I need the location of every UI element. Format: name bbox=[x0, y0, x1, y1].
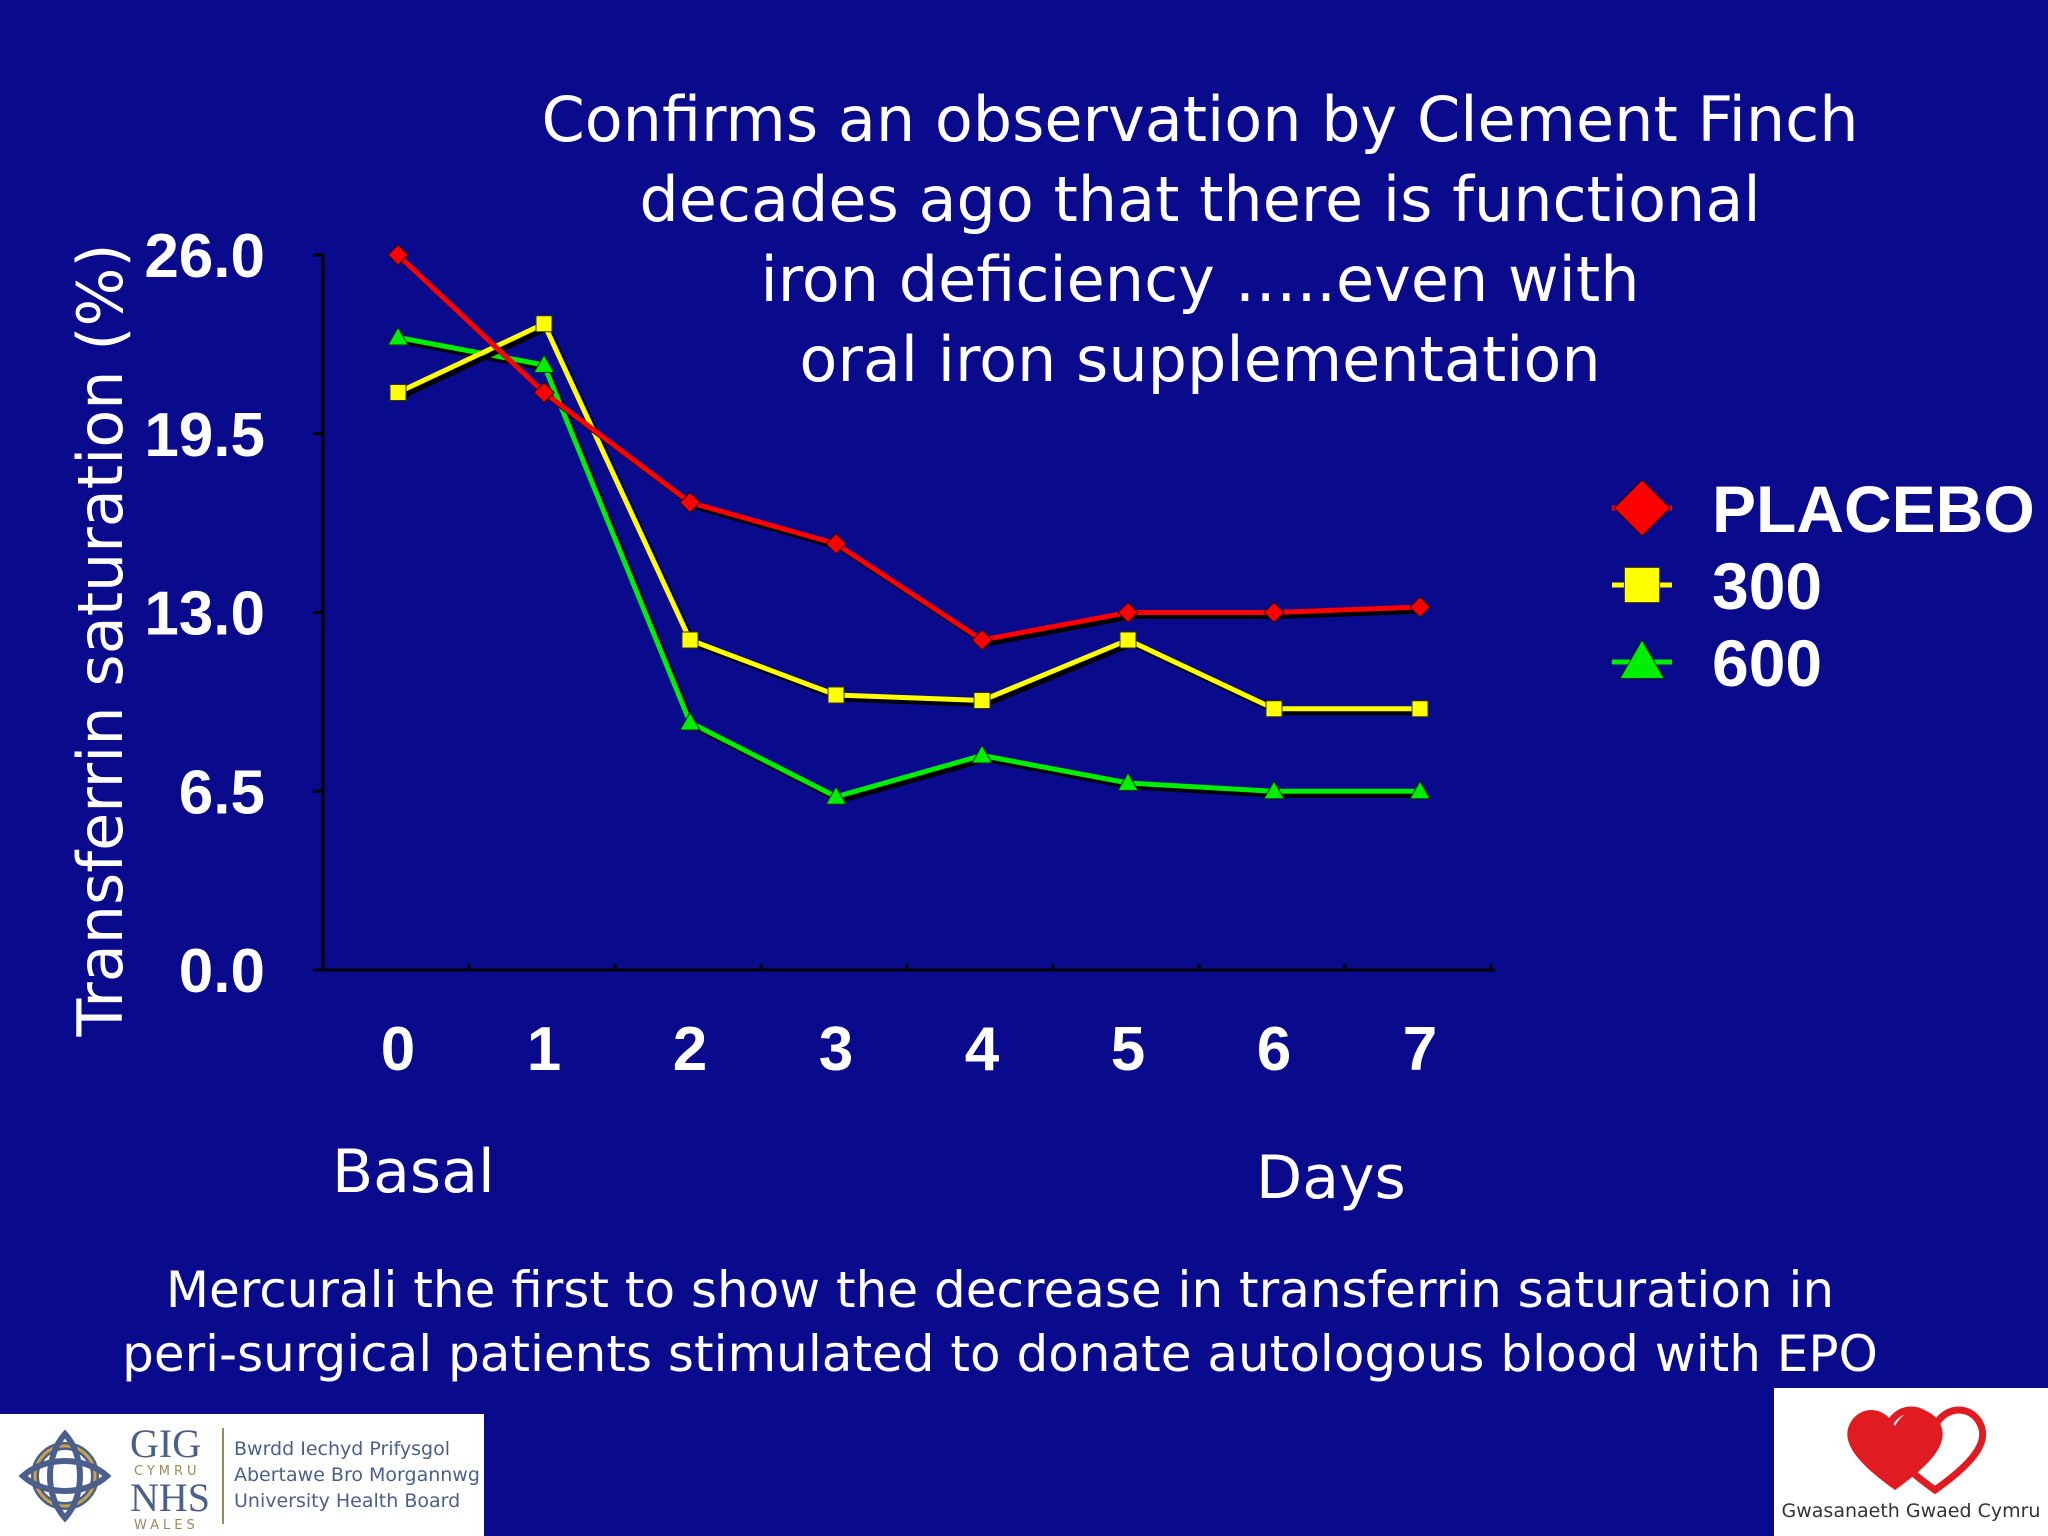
slide-headline: Confirms an observation by Clement Finch… bbox=[460, 80, 1940, 400]
data-point bbox=[825, 785, 847, 805]
data-point bbox=[387, 326, 409, 346]
x-tick-label: 7 bbox=[1403, 1015, 1437, 1084]
data-point bbox=[1117, 601, 1139, 624]
data-point bbox=[1409, 596, 1431, 618]
legend-marker bbox=[1623, 566, 1661, 604]
footnote-line: peri-surgical patients stimulated to don… bbox=[122, 1325, 1878, 1383]
series-600 bbox=[387, 326, 1431, 805]
data-point bbox=[1265, 700, 1283, 718]
legend-item-placebo: PLACEBO bbox=[1612, 472, 2035, 546]
x-tick-label: 6 bbox=[1257, 1015, 1291, 1084]
x-tick-label: 1 bbox=[527, 1015, 561, 1084]
y-axis-label: Transferrin saturation (%) bbox=[64, 243, 137, 1037]
headline-line: iron deficiency …..even with bbox=[760, 243, 1640, 316]
data-point bbox=[1409, 780, 1431, 800]
data-point bbox=[1263, 780, 1285, 800]
footnote-line: Mercurali the first to show the decrease… bbox=[165, 1261, 1835, 1319]
board-line: University Health Board bbox=[234, 1490, 461, 1512]
series-placebo bbox=[387, 244, 1431, 651]
data-point bbox=[1411, 700, 1429, 718]
data-point bbox=[535, 315, 553, 333]
x-tick-label: 4 bbox=[965, 1015, 1000, 1084]
data-point bbox=[1263, 601, 1285, 624]
legend-item-300: 300 bbox=[1612, 549, 1822, 623]
series-300 bbox=[389, 315, 1429, 718]
slide-footnote: Mercurali the first to show the decrease… bbox=[40, 1258, 1960, 1386]
legend-marker bbox=[1613, 479, 1671, 537]
board-line: Bwrdd Iechyd Prifysgol bbox=[234, 1438, 451, 1460]
chart-axes: 0.0 6.5 13.0 19.5 26.0 0 1 2 3 4 5 6 7 bbox=[144, 222, 1495, 1084]
headline-line: decades ago that there is functional bbox=[639, 163, 1761, 236]
x-tick-label: 0 bbox=[381, 1015, 415, 1084]
data-point bbox=[825, 533, 847, 555]
logo-wales-text: WALES bbox=[134, 1518, 199, 1533]
data-point bbox=[679, 491, 701, 514]
series-line-shadow bbox=[401, 339, 1424, 804]
legend-label: 300 bbox=[1712, 549, 1822, 623]
data-point bbox=[1119, 631, 1137, 649]
data-point bbox=[533, 353, 555, 373]
y-tick-label: 0.0 bbox=[179, 937, 265, 1006]
celtic-knot-icon bbox=[18, 1429, 112, 1523]
logo-caption: Gwasanaeth Gwaed Cymru bbox=[1781, 1500, 2041, 1522]
chart-series-layer bbox=[387, 244, 1431, 805]
nhs-wales-logo: GIG CYMRU NHS WALES Bwrdd Iechyd Prifysg… bbox=[0, 1414, 484, 1536]
x-tick-label: 2 bbox=[673, 1015, 707, 1084]
logo-board-name: Bwrdd Iechyd Prifysgol Abertawe Bro Morg… bbox=[234, 1436, 480, 1514]
series-line bbox=[396, 320, 1420, 712]
logo-divider bbox=[222, 1428, 224, 1524]
y-tick-label: 26.0 bbox=[144, 222, 265, 291]
x-tick-label: 5 bbox=[1111, 1015, 1145, 1084]
headline-line: oral iron supplementation bbox=[799, 323, 1601, 396]
series-line bbox=[397, 335, 1420, 800]
y-tick-label: 6.5 bbox=[179, 758, 265, 827]
y-tick-label: 19.5 bbox=[144, 401, 265, 470]
data-point bbox=[827, 686, 845, 704]
series-line-shadow bbox=[400, 257, 1425, 647]
x-sublabel-basal: Basal bbox=[332, 1137, 495, 1207]
board-line: Abertawe Bro Morgannwg bbox=[234, 1464, 480, 1486]
y-tick-label: 13.0 bbox=[144, 580, 265, 649]
logo-gig-text: GIG bbox=[130, 1421, 202, 1466]
data-point bbox=[973, 692, 991, 709]
x-tick-label: 3 bbox=[819, 1015, 853, 1084]
logo-nhs-text: NHS bbox=[130, 1475, 211, 1520]
legend-marker bbox=[1619, 638, 1665, 679]
data-point bbox=[533, 381, 555, 404]
line-chart: 0.0 6.5 13.0 19.5 26.0 0 1 2 3 4 5 6 7 PLACEBO300600… bbox=[64, 222, 2035, 1213]
hearts-icon bbox=[1847, 1406, 1987, 1495]
logo-cymru-text: CYMRU bbox=[134, 1464, 201, 1479]
data-point bbox=[679, 711, 701, 731]
data-point bbox=[971, 629, 993, 651]
headline-line: Confirms an observation by Clement Finch bbox=[541, 83, 1859, 156]
series-line bbox=[396, 253, 1421, 643]
legend-item-600: 600 bbox=[1612, 626, 1822, 700]
welsh-blood-service-logo: Gwasanaeth Gwaed Cymru bbox=[1774, 1388, 2048, 1536]
data-point bbox=[387, 244, 409, 266]
data-point bbox=[1117, 771, 1139, 791]
legend-label: PLACEBO bbox=[1712, 472, 2035, 546]
legend-label: 600 bbox=[1712, 626, 1822, 700]
data-point bbox=[971, 744, 993, 764]
x-axis-label: Days bbox=[1256, 1143, 1406, 1213]
data-point bbox=[389, 384, 407, 401]
data-point bbox=[681, 631, 699, 649]
